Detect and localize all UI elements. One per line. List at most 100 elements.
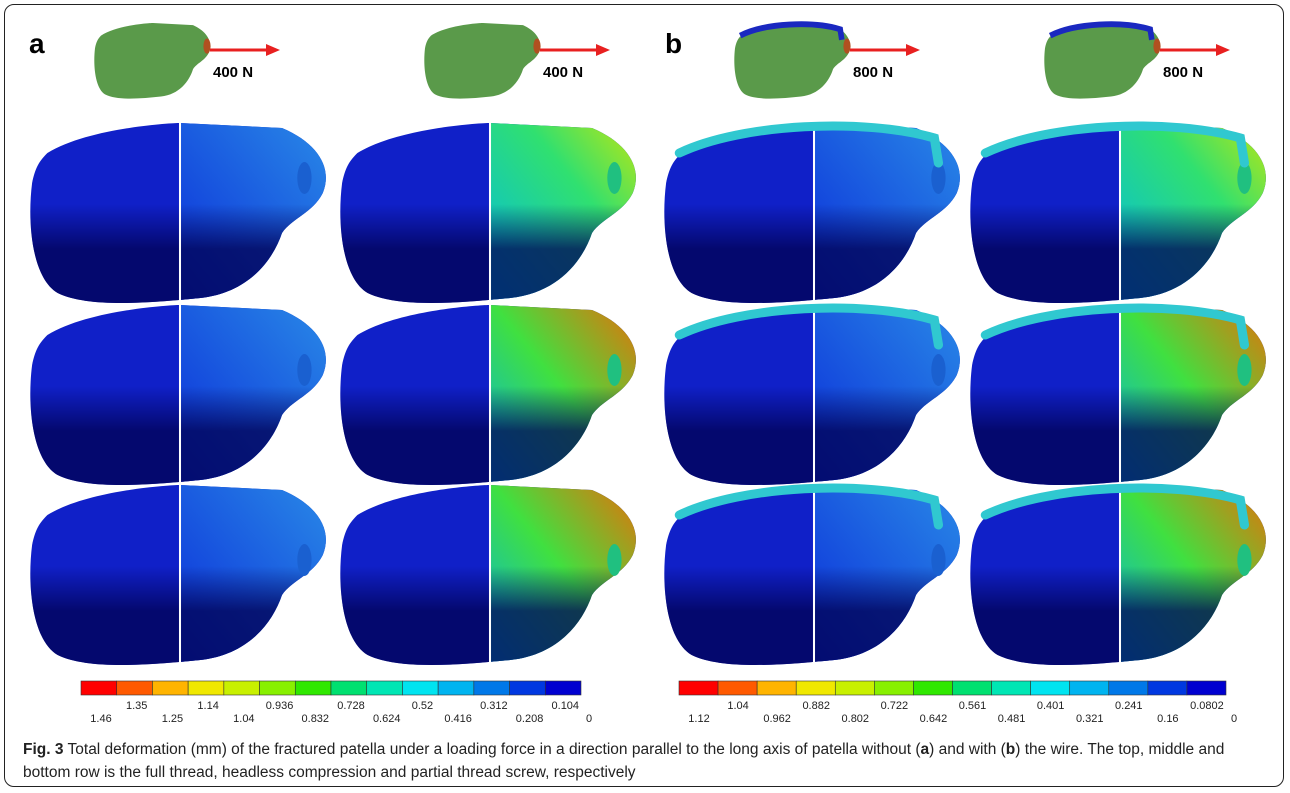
colorbar-swatch (294, 680, 332, 696)
force-arrowhead (266, 44, 280, 56)
patella-model (340, 305, 636, 485)
colorbar-swatch (187, 680, 225, 696)
patella-shade (30, 485, 326, 665)
caption-ref: a (920, 741, 930, 758)
wire (980, 121, 1250, 168)
icon-patella (94, 23, 211, 99)
colorbar-swatch (834, 680, 875, 696)
colorbar-swatch (152, 680, 189, 696)
colorbar-label: 0.312 (480, 700, 508, 712)
icon-patella (734, 23, 851, 99)
patella-shade (30, 123, 326, 303)
screw-head (297, 162, 312, 194)
caption-text: ) the wire. The top, middle and bottom r… (23, 741, 1225, 781)
icon-wire (738, 21, 845, 41)
colorbar-swatch (509, 680, 546, 696)
colorbar-swatch (795, 680, 836, 696)
colorbar-label: 1.04 (727, 700, 748, 712)
wire (674, 121, 944, 168)
colorbar-swatch (437, 680, 475, 696)
patella-model (30, 123, 326, 303)
patella-shade (30, 305, 326, 485)
colorbar-swatch (756, 680, 797, 696)
colorbar-label: 0.16 (1157, 713, 1178, 725)
patella-model (970, 303, 1266, 485)
colorbar-swatch (473, 680, 510, 696)
colorbar-label: 0.0802 (1190, 700, 1224, 712)
colorbar-label: 1.35 (126, 700, 147, 712)
force-label: 400 N (213, 64, 253, 81)
colorbar-label: 0.416 (444, 713, 472, 725)
icon-patella (1044, 23, 1161, 99)
colorbar-label: 0.52 (412, 700, 433, 712)
wire (980, 483, 1250, 530)
wire (980, 303, 1250, 350)
screw-head (607, 162, 622, 194)
icon-screw (533, 38, 541, 54)
patella-model (970, 121, 1266, 303)
load-icon (1044, 21, 1161, 99)
colorbar-swatch (402, 680, 439, 696)
patella-shade (340, 305, 636, 485)
force-label: 800 N (1163, 64, 1203, 81)
colorbar-swatch (366, 680, 403, 696)
colorbar-label: 0.561 (959, 700, 987, 712)
force-label: 400 N (543, 64, 583, 81)
colorbar-swatch (330, 680, 368, 696)
colorbar-label: 0.241 (1115, 700, 1143, 712)
screw-head (1237, 162, 1252, 194)
colorbar-label: 0.722 (881, 700, 909, 712)
patella-model (664, 483, 960, 665)
colorbar-label: 0.208 (516, 713, 544, 725)
patella-shade (664, 123, 960, 303)
colorbar-label: 1.12 (688, 713, 709, 725)
load-icon (94, 23, 211, 99)
wire (674, 483, 944, 530)
screw-head (931, 544, 946, 576)
patella-shade (970, 485, 1266, 665)
patella-model (30, 485, 326, 665)
colorbar-swatch (991, 680, 1031, 696)
colorbar-swatch (952, 680, 992, 696)
colorbar-swatch (874, 680, 914, 696)
force-label: 800 N (853, 64, 893, 81)
colorbar-swatch (116, 680, 153, 696)
colorbar-label: 0 (1231, 713, 1237, 725)
colorbar-label: 0.642 (920, 713, 948, 725)
colorbar-label: 0.624 (373, 713, 401, 725)
patella-shade (340, 123, 636, 303)
caption-ref: b (1005, 741, 1016, 758)
colorbar-label: 1.25 (162, 713, 183, 725)
screw-head (931, 354, 946, 386)
load-icon (734, 21, 851, 99)
colorbar-swatch (1186, 680, 1227, 696)
colorbar-label: 0.882 (802, 700, 830, 712)
colorbar-label: 0.832 (302, 713, 330, 725)
screw-head (1237, 544, 1252, 576)
screw-head (607, 354, 622, 386)
colorbar-swatch (259, 680, 296, 696)
patella-shade (664, 485, 960, 665)
patella-model (30, 305, 326, 485)
icon-screw (1153, 38, 1161, 54)
colorbar-swatch (717, 680, 758, 696)
icon-wire (1048, 21, 1155, 41)
screw-head (931, 162, 946, 194)
force-arrowhead (1216, 44, 1230, 56)
load-icon (424, 23, 541, 99)
patella-shade (340, 485, 636, 665)
colorbar-swatch (223, 680, 260, 696)
caption-text: ) and with ( (929, 741, 1006, 758)
caption: Fig. 3 Total deformation (mm) of the fra… (23, 738, 1273, 784)
caption-text: Total deformation (mm) of the fractured … (63, 741, 921, 758)
icon-patella (424, 23, 541, 99)
force-arrowhead (596, 44, 610, 56)
figure-art: a 400 N 400 N 1.46 1.35 1.25 1.14 1.04 0.936 0.83… (29, 21, 1266, 725)
patella-model (970, 483, 1266, 665)
colorbar-label: 0.401 (1037, 700, 1065, 712)
colorbar-swatch (1147, 680, 1188, 696)
colorbar-swatch (913, 680, 953, 696)
colorbar-swatch (1108, 680, 1149, 696)
patella-shade (970, 305, 1266, 485)
icon-screw (843, 38, 851, 54)
